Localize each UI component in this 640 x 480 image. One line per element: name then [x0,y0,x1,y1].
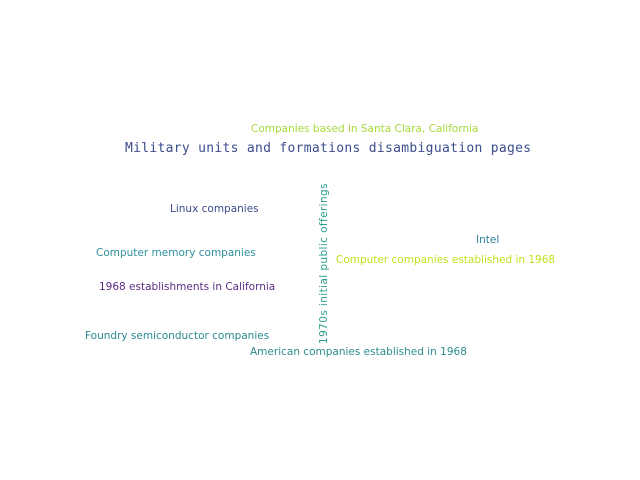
word-1968-establishments-california: 1968 establishments in California [99,281,276,293]
word-1970s-ipos: 1970s initial public offerings [318,183,330,344]
word-intel: Intel [476,234,500,246]
word-military-units: Military units and formations disambigua… [125,141,532,156]
word-linux-companies: Linux companies [170,203,259,215]
word-computer-memory-companies: Computer memory companies [96,247,256,259]
word-foundry-semiconductor-companies: Foundry semiconductor companies [85,330,270,342]
word-american-companies-1968: American companies established in 1968 [250,346,467,358]
word-companies-santa-clara: Companies based in Santa Clara, Californ… [251,123,479,135]
word-computer-companies-1968: Computer companies established in 1968 [336,254,556,266]
